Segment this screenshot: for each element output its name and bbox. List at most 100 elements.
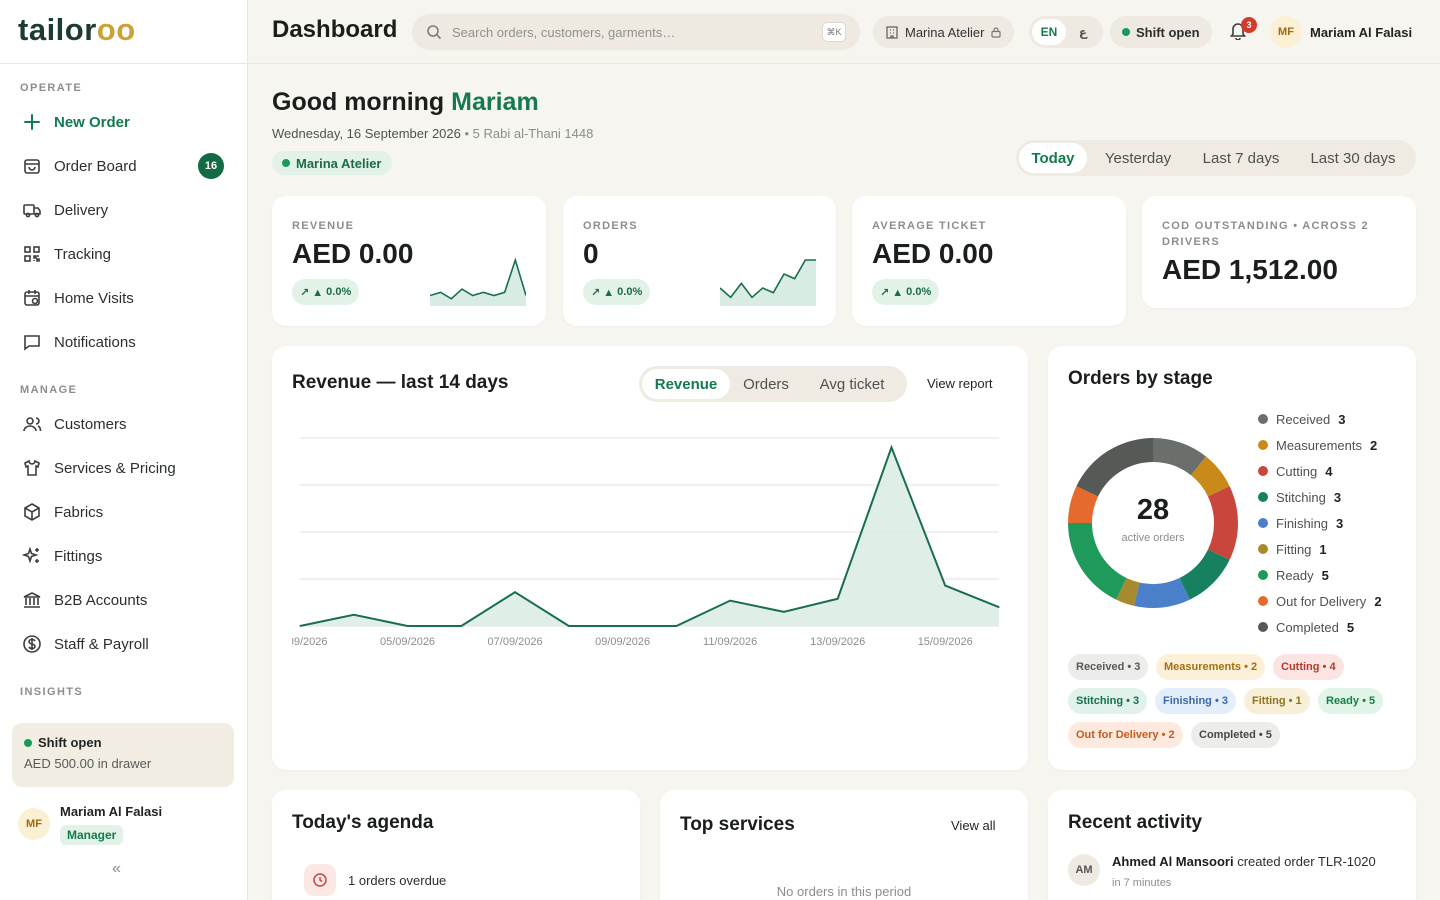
sparkline-line xyxy=(720,259,816,299)
lang-en[interactable]: EN xyxy=(1032,19,1066,45)
search-bar[interactable]: ⌘K xyxy=(412,14,860,50)
sidebar-item-customers[interactable]: Customers xyxy=(20,406,230,442)
donut-slice xyxy=(1068,486,1099,523)
logo[interactable]: tailoroo xyxy=(18,12,136,47)
donut-total: 28 xyxy=(1136,494,1170,526)
legend-count: 1 xyxy=(1319,541,1327,557)
sidebar-item-b2b-accounts[interactable]: B2B Accounts xyxy=(20,582,230,618)
sidebar-item-label: Fittings xyxy=(54,547,103,565)
stage-chip[interactable]: Completed • 5 xyxy=(1191,722,1280,748)
sidebar-user[interactable]: MF Mariam Al Falasi Manager xyxy=(18,803,238,847)
kpi-value: AED 0.00 xyxy=(872,238,994,269)
stage-chip[interactable]: Fitting • 1 xyxy=(1244,688,1310,714)
building-icon xyxy=(885,25,899,39)
stage-chip[interactable]: Finishing • 3 xyxy=(1155,688,1236,714)
x-tick-label: 03/09/2026 xyxy=(292,636,328,648)
user-name: Mariam Al Falasi xyxy=(1310,24,1413,40)
sidebar-item-label: Fabrics xyxy=(54,503,104,521)
sidebar-item-new-order[interactable]: New Order xyxy=(20,104,230,140)
legend-swatch xyxy=(1258,622,1268,632)
kpi-card-orders[interactable]: ORDERS 0 ↗ ▲ 0.0% xyxy=(563,196,836,326)
shift-status-pill[interactable]: Shift open xyxy=(1110,16,1212,48)
sidebar-item-fabrics[interactable]: Fabrics xyxy=(20,494,230,530)
legend-swatch xyxy=(1258,414,1268,424)
sidebar-item-home-visits[interactable]: Home Visits xyxy=(20,280,230,316)
donut-slice xyxy=(1191,456,1230,497)
tab-last-7-days[interactable]: Last 7 days xyxy=(1202,149,1280,167)
data-point xyxy=(998,606,1000,608)
collapse-sidebar-button[interactable]: « xyxy=(112,860,121,877)
stage-chip[interactable]: Stitching • 3 xyxy=(1068,688,1148,714)
tab-today[interactable]: Today xyxy=(1019,143,1087,173)
tab-last-30-days[interactable]: Last 30 days xyxy=(1310,149,1396,167)
date-range-tabs: Today Yesterday Last 7 days Last 30 days xyxy=(1016,140,1416,176)
sparkline xyxy=(430,257,526,306)
tab-revenue[interactable]: Revenue xyxy=(642,369,730,399)
data-point xyxy=(299,625,301,627)
stage-donut-chart xyxy=(1068,438,1238,608)
top-services-card: Top services View all No orders in this … xyxy=(660,790,1028,900)
legend-swatch xyxy=(1258,492,1268,502)
lang-ar[interactable]: ع xyxy=(1078,25,1088,39)
sidebar-item-fittings[interactable]: Fittings xyxy=(20,538,230,574)
view-report-link[interactable]: View report xyxy=(927,376,993,391)
role-badge: Manager xyxy=(60,825,124,845)
data-point xyxy=(406,625,409,627)
legend-label: Measurements xyxy=(1276,437,1362,453)
tab-yesterday[interactable]: Yesterday xyxy=(1104,149,1172,167)
data-point xyxy=(460,625,462,627)
legend-swatch xyxy=(1258,466,1268,476)
shift-status-card[interactable]: Shift open AED 500.00 in drawer xyxy=(12,723,234,787)
data-point xyxy=(729,600,731,602)
sidebar-item-staff-payroll[interactable]: Staff & Payroll xyxy=(20,626,230,662)
trend-up-icon: ↗ ▲ xyxy=(300,286,324,299)
package-icon xyxy=(20,500,44,524)
user-menu[interactable]: MF Mariam Al Falasi xyxy=(1270,16,1412,48)
branch-tag: Marina Atelier xyxy=(272,151,392,175)
sidebar-item-label: Home Visits xyxy=(54,289,134,307)
kpi-value: 0 xyxy=(583,238,599,269)
kpi-delta-badge: ↗ ▲ 0.0% xyxy=(872,279,940,305)
sidebar-item-label: Delivery xyxy=(54,201,109,219)
tab-avg-ticket[interactable]: Avg ticket xyxy=(819,375,885,393)
kpi-card-cod-outstanding[interactable]: COD OUTSTANDING • ACROSS 2 DRIVERS AED 1… xyxy=(1142,196,1416,308)
kpi-card-revenue[interactable]: REVENUE AED 0.00 ↗ ▲ 0.0% xyxy=(272,196,546,326)
tab-orders[interactable]: Orders xyxy=(743,375,789,393)
legend-count: 4 xyxy=(1325,463,1333,479)
card-title: Top services xyxy=(680,814,795,835)
language-toggle[interactable]: EN ع xyxy=(1029,16,1103,48)
shortcut-hint: ⌘K xyxy=(822,22,846,42)
activity-text: Ahmed Al Mansoori created order TLR-1020 xyxy=(1112,854,1376,869)
activity-item[interactable]: AM Ahmed Al Mansoori created order TLR-1… xyxy=(1068,852,1398,896)
sidebar-item-tracking[interactable]: Tracking xyxy=(20,236,230,272)
stage-chip[interactable]: Out for Delivery • 2 xyxy=(1068,722,1183,748)
search-input[interactable] xyxy=(452,24,792,40)
data-point xyxy=(944,584,946,587)
legend-count: 3 xyxy=(1333,489,1342,505)
agenda-item-label: 1 orders overdue xyxy=(348,872,447,888)
sidebar-item-notifications[interactable]: Notifications xyxy=(20,324,230,360)
kpi-label: COD OUTSTANDING • ACROSS 2 DRIVERS xyxy=(1162,220,1369,248)
sidebar-item-label: Customers xyxy=(54,415,127,433)
status-dot xyxy=(24,738,32,747)
agenda-item[interactable]: 1 orders overdue xyxy=(304,864,446,896)
sidebar-item-services-pricing[interactable]: Services & Pricing xyxy=(20,450,230,486)
sidebar-item-label: Order Board xyxy=(54,157,137,175)
view-all-link[interactable]: View all xyxy=(951,818,996,833)
kpi-label: AVERAGE TICKET xyxy=(872,220,987,232)
kpi-card-average-ticket[interactable]: AVERAGE TICKET AED 0.00 ↗ ▲ 0.0% xyxy=(852,196,1126,326)
x-tick-label: 07/09/2026 xyxy=(488,636,543,648)
notifications-button[interactable]: 3 xyxy=(1228,17,1257,44)
stage-chip[interactable]: Ready • 5 xyxy=(1318,688,1384,714)
legend-count: 2 xyxy=(1374,593,1382,609)
legend-swatch xyxy=(1258,440,1268,450)
qr-code-icon xyxy=(20,242,44,266)
stage-chip[interactable]: Cutting • 4 xyxy=(1273,654,1344,680)
stage-chip[interactable]: Measurements • 2 xyxy=(1156,654,1266,680)
sparkline-area xyxy=(720,260,816,306)
legend-count: 5 xyxy=(1321,567,1329,583)
branch-selector[interactable]: Marina Atelier xyxy=(873,16,1015,48)
sidebar-item-order-board[interactable]: Order Board 16 xyxy=(20,148,230,184)
sidebar-item-delivery[interactable]: Delivery xyxy=(20,192,230,228)
stage-chip[interactable]: Received • 3 xyxy=(1068,654,1149,680)
